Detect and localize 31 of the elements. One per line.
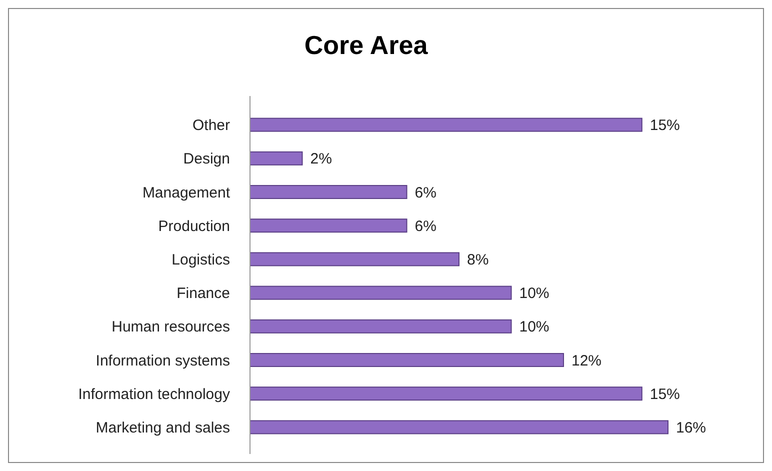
data-label: 2%	[310, 150, 332, 168]
y-tick-label: Other	[192, 117, 230, 134]
y-tick-label: Human resources	[112, 318, 230, 336]
y-tick-label: Information systems	[96, 352, 230, 370]
bar	[250, 420, 668, 434]
bar	[250, 386, 642, 401]
data-label: 15%	[650, 386, 680, 403]
bar	[250, 353, 564, 367]
data-label: 15%	[650, 117, 680, 134]
y-tick-label: Finance	[176, 285, 230, 302]
data-label: 10%	[519, 318, 550, 336]
data-label: 12%	[572, 352, 602, 370]
data-label: 8%	[467, 251, 489, 268]
chart-title: Core Area	[304, 30, 428, 60]
bar	[250, 185, 408, 199]
y-tick-label: Management	[142, 184, 231, 202]
y-tick-label: Logistics	[172, 251, 230, 268]
data-label: 6%	[414, 218, 436, 235]
y-tick-label: Design	[183, 150, 230, 168]
data-label: 16%	[676, 419, 706, 436]
bar	[250, 151, 303, 166]
bar	[250, 286, 512, 300]
y-tick-label: Information technology	[78, 386, 230, 403]
bar	[250, 218, 408, 233]
y-tick-label: Marketing and sales	[96, 419, 230, 436]
bar	[250, 319, 512, 334]
bar	[250, 252, 460, 266]
bar	[250, 118, 642, 132]
data-label: 6%	[414, 184, 436, 202]
data-label: 10%	[519, 285, 550, 302]
y-tick-label: Production	[158, 218, 230, 235]
